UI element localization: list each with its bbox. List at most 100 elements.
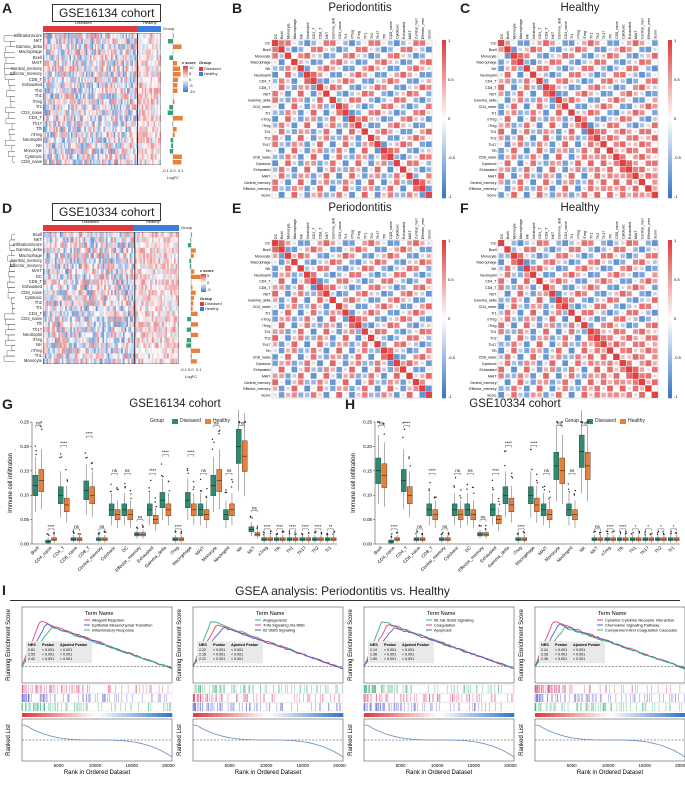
heat-cell [115,115,117,122]
heat-cell [56,110,58,116]
heat-cell [63,342,66,349]
heat-cell [153,342,156,349]
heat-cell [137,115,140,122]
heat-cell [151,290,154,296]
heat-cell [85,33,88,39]
heat-cell [134,121,137,127]
heat-cell [173,353,176,359]
heat-cell [50,77,53,83]
heat-cell [48,132,51,138]
heat-cell [130,126,132,133]
heat-cell [73,295,76,301]
heat-cell [63,316,66,322]
heat-cell [151,353,154,359]
heat-cell [158,66,160,72]
heat-cell [138,132,141,138]
heat-cell [159,154,161,160]
heat-cell [156,295,159,301]
heat-cell [75,49,78,56]
heat-cell [111,332,113,338]
heat-cell [128,268,130,275]
heat-cell [173,242,176,249]
heat-cell [144,88,147,94]
heat-cell [141,55,144,61]
heat-cell [146,88,148,94]
heat-cell [61,332,64,338]
corr-square [343,60,348,65]
heat-cell [137,159,140,165]
heat-cell [153,279,156,285]
heat-cell [85,316,88,322]
corr-square [317,46,323,53]
heat-cell [150,77,153,83]
heat-cell [51,300,54,307]
heat-cell [85,82,88,89]
heat-cell [57,154,60,160]
heat-cell [119,332,122,338]
heat-cell [118,154,120,160]
heat-cell [135,110,138,116]
corr-square [284,52,292,59]
heat-cell [65,247,67,254]
heat-cell [146,143,148,149]
corr-square [317,72,323,78]
heat-cell [94,71,97,78]
heat-cell [110,143,113,149]
heat-cell [158,71,160,78]
heat-cell [85,258,88,264]
heat-cell [116,305,118,312]
heat-cell [48,143,51,149]
heat-cell [73,99,76,105]
heat-cell [165,253,168,259]
heat-cell [155,49,157,56]
heat-cell [119,49,122,56]
heat-cell [165,342,168,349]
heat-cell [115,132,117,138]
heat-cell [84,71,86,78]
heat-cell [95,358,98,364]
heat-cell [138,66,141,72]
heat-cell [151,321,154,328]
heat-cell [155,104,157,111]
heat-cell [117,263,120,270]
heat-cell [111,337,113,344]
heat-cell [152,88,154,94]
heat-cell [53,159,55,165]
heat-cell [97,38,100,45]
heat-cell [85,332,88,338]
heat-cell [78,137,81,144]
heat-cell [49,247,52,254]
heat-cell [63,242,66,249]
heat-cell [173,321,176,328]
heat-cell [94,132,97,138]
heat-cell [91,143,94,149]
heat-cell [162,300,164,307]
heat-cell [133,353,135,359]
heat-cell [94,44,97,50]
heat-cell [170,268,173,275]
heat-cell [145,253,147,259]
heat-cell [84,44,86,50]
logfc-bar [191,306,193,311]
heat-cell [118,115,120,122]
heat-cell [125,60,128,67]
corr-square [382,66,386,70]
heat-cell [66,132,69,138]
heat-cell [51,232,54,238]
corr-square [381,84,387,90]
corr-square [336,84,342,90]
heat-row-label: Th2 [34,300,42,306]
heat-cell [141,71,144,78]
heat-cell [128,332,130,338]
heat-cell [173,348,176,354]
heat-cell [78,44,81,50]
heat-cell [172,295,175,301]
heat-cell [62,93,64,100]
heat-cell [96,154,98,160]
heat-cell [151,342,154,349]
heat-cell [147,99,150,105]
heat-cell [145,263,147,270]
heat-cell [48,99,51,105]
corr-square [413,122,419,129]
heat-cell [130,99,132,105]
